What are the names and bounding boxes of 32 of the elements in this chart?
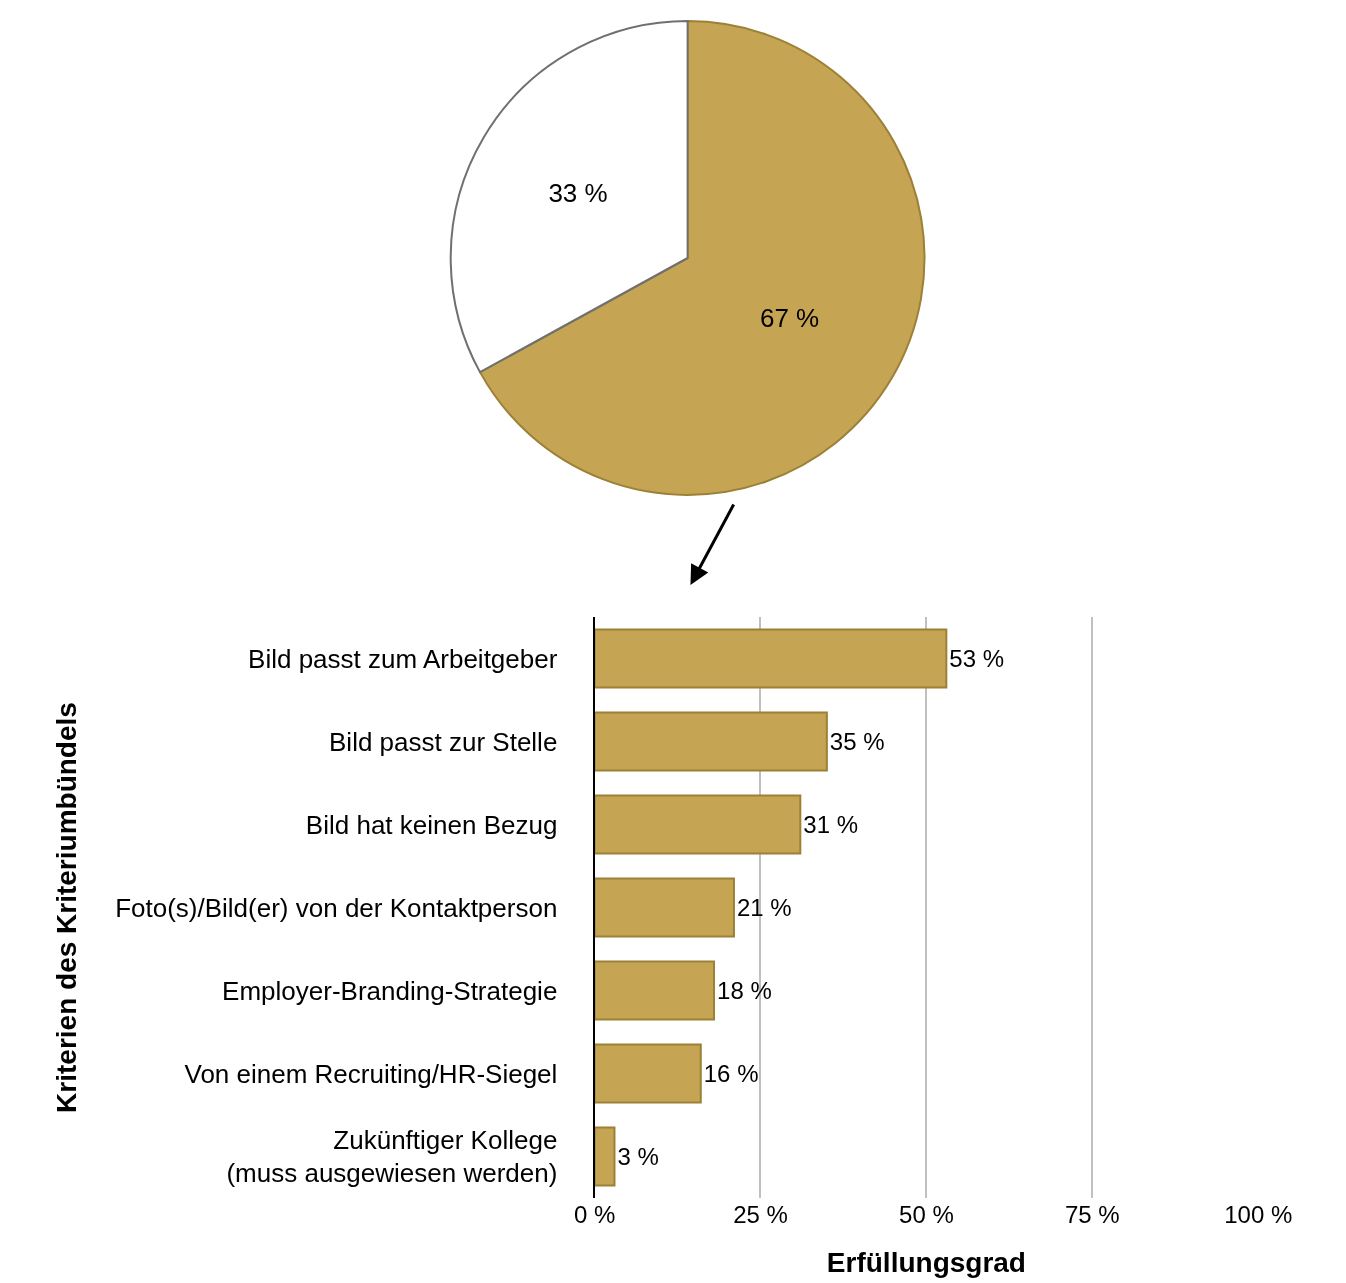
y-tick-label: Bild passt zur Stelle	[329, 726, 558, 757]
data-label: 3 %	[617, 1143, 659, 1170]
data-label: 53 %	[949, 645, 1005, 672]
x-tick-label: 100 %	[1224, 1201, 1293, 1228]
bar	[594, 877, 735, 938]
y-tick-label: Employer-Branding-Strategie	[222, 975, 558, 1006]
y-tick-label: Zukünftiger Kollege (muss ausgewiesen werden)	[226, 1124, 558, 1189]
y-tick-label: Von einem Recruiting/HR-Siegel	[184, 1058, 558, 1089]
bar	[594, 1126, 616, 1187]
data-label: 31 %	[803, 811, 859, 838]
y-tick-label: Bild hat keinen Bezug	[305, 809, 558, 840]
bar	[594, 960, 716, 1021]
pie-slice	[449, 20, 689, 374]
data-label: 16 %	[703, 1060, 759, 1087]
y-tick-label: Bild passt zum Arbeitgeber	[248, 643, 558, 674]
data-label: 67 %	[759, 303, 820, 334]
bar	[594, 794, 802, 855]
bar	[594, 628, 948, 689]
bar	[594, 1043, 702, 1104]
data-label: 33 %	[548, 178, 608, 209]
data-label: 21 %	[736, 894, 792, 921]
y-tick-label: Foto(s)/Bild(er) von der Kontaktperson	[115, 892, 558, 923]
pie-slice	[479, 20, 926, 496]
x-tick-label: 25 %	[733, 1201, 788, 1228]
data-label: 35 %	[829, 728, 885, 755]
x-tick-label: 0 %	[573, 1201, 616, 1228]
x-tick-label: 75 %	[1065, 1201, 1120, 1228]
x-axis-title: Erfüllungsgrad	[826, 1247, 1026, 1279]
x-tick-label: 50 %	[899, 1201, 954, 1228]
bar	[594, 711, 828, 772]
y-axis-title: Kriterien des Kriteriumbündels	[51, 702, 83, 1113]
data-label: 18 %	[717, 977, 772, 1004]
